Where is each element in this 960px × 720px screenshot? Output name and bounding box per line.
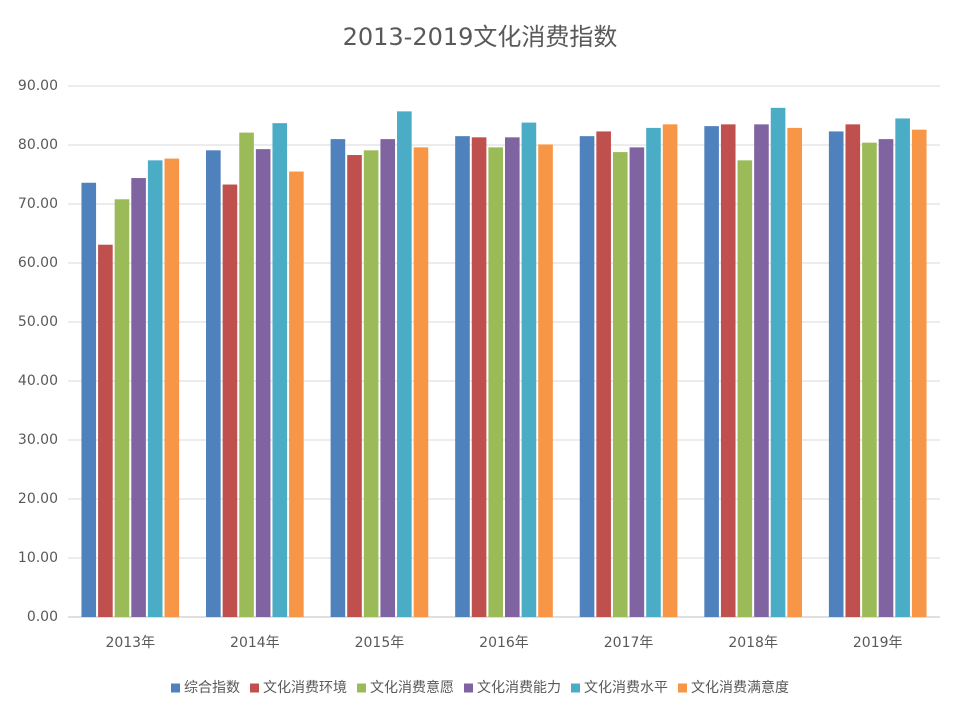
y-tick-label: 0.00	[27, 609, 58, 625]
bar	[114, 199, 130, 617]
y-tick-label: 10.00	[18, 550, 58, 566]
y-tick-label: 90.00	[18, 78, 58, 94]
bar	[596, 131, 611, 617]
bar	[239, 132, 254, 618]
bar	[911, 129, 927, 617]
bar	[413, 147, 429, 618]
bar	[828, 131, 844, 617]
y-tick-label: 20.00	[18, 491, 58, 507]
x-tick-label: 2014年	[230, 635, 280, 651]
bar	[521, 122, 537, 617]
bar	[646, 127, 661, 617]
bar	[206, 150, 221, 617]
legend-label: 文化消费能力	[477, 680, 561, 696]
bar	[147, 160, 163, 617]
legend-swatch	[571, 683, 580, 693]
x-tick-label: 2013年	[105, 635, 155, 651]
bar	[845, 124, 861, 617]
legend-swatch	[678, 683, 687, 693]
y-tick-label: 40.00	[18, 373, 58, 389]
bar	[363, 150, 379, 617]
bar	[787, 127, 802, 617]
bar	[222, 184, 238, 617]
bar	[878, 139, 894, 617]
bar	[629, 147, 645, 618]
y-tick-label: 80.00	[18, 137, 58, 153]
bar	[754, 124, 769, 617]
chart-title: 2013-2019文化消费指数	[343, 23, 618, 51]
bar	[81, 182, 97, 617]
bar	[98, 244, 113, 617]
y-tick-label: 70.00	[18, 196, 58, 212]
legend-label: 文化消费水平	[584, 680, 668, 696]
bar	[488, 147, 503, 618]
bar	[272, 123, 288, 618]
legend-label: 文化消费环境	[263, 680, 347, 696]
x-tick-label: 2018年	[728, 635, 778, 651]
x-tick-label: 2016年	[479, 635, 529, 651]
legend-label: 文化消费满意度	[691, 679, 789, 696]
bar	[347, 155, 362, 617]
bar	[895, 118, 910, 617]
legend-swatch	[250, 683, 259, 693]
bar	[131, 178, 146, 618]
x-tick-label: 2017年	[604, 635, 654, 651]
y-tick-label: 60.00	[18, 255, 58, 271]
bar	[289, 171, 304, 618]
bar	[538, 144, 553, 617]
y-tick-label: 50.00	[18, 314, 58, 330]
x-tick-label: 2015年	[355, 635, 405, 651]
bar	[770, 107, 786, 617]
bar	[397, 111, 412, 618]
legend-swatch	[171, 683, 180, 693]
bar	[455, 136, 470, 617]
bar	[612, 152, 628, 617]
legend-swatch	[357, 683, 366, 693]
bar	[862, 142, 877, 617]
legend-swatch	[464, 683, 473, 693]
bar	[330, 139, 346, 617]
legend-label: 文化消费意愿	[370, 679, 454, 696]
bar	[737, 160, 753, 617]
bar	[704, 126, 719, 618]
bar	[662, 124, 678, 617]
legend-label: 综合指数	[184, 680, 240, 696]
bar	[164, 158, 180, 617]
bar	[255, 149, 271, 617]
bar	[380, 139, 396, 617]
bar	[471, 137, 487, 617]
bar	[579, 136, 595, 617]
bar	[505, 137, 520, 617]
bar	[720, 124, 736, 617]
x-tick-label: 2019年	[853, 635, 903, 651]
y-tick-label: 30.00	[18, 432, 58, 448]
